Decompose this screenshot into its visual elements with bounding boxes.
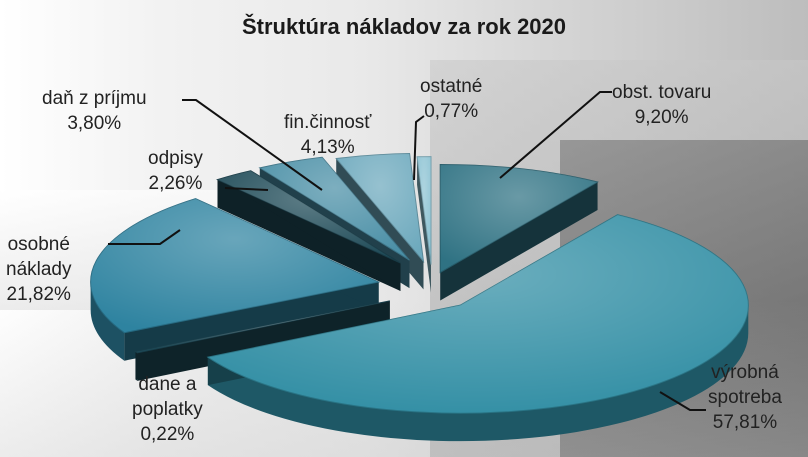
label-fin-cinnost: fin.činnosť 4,13% bbox=[284, 110, 371, 160]
label-name: ostatné bbox=[420, 76, 483, 97]
slice-wall bbox=[207, 305, 749, 442]
slice-highlight bbox=[217, 170, 401, 264]
slice-cut-face bbox=[417, 156, 431, 293]
label-name: odpisy bbox=[148, 148, 203, 169]
leader-line bbox=[182, 99, 323, 191]
label-vyrobna-spotreba: výrobná spotreba 57,81% bbox=[708, 360, 782, 435]
pie-top-faces bbox=[90, 153, 749, 414]
label-dane-a-poplatky: dane a poplatky 0,22% bbox=[132, 372, 203, 447]
slice-wall bbox=[90, 282, 125, 361]
label-value: 2,26% bbox=[148, 173, 203, 194]
label-ostatne: ostatné 0,77% bbox=[420, 74, 482, 124]
slice-highlight bbox=[440, 164, 598, 273]
leader-line bbox=[224, 187, 269, 191]
label-obst-tovaru: obst. tovaru 9,20% bbox=[612, 80, 711, 130]
label-value: 57,81% bbox=[712, 412, 778, 433]
chart-title: Štruktúra nákladov za rok 2020 bbox=[241, 14, 567, 39]
label-name: daň z príjmu bbox=[42, 88, 147, 109]
leader-lines bbox=[108, 91, 706, 411]
label-dan-z-prijmu: daň z príjmu 3,80% bbox=[42, 86, 147, 136]
leader-line bbox=[499, 91, 612, 179]
slice-highlight bbox=[259, 157, 410, 261]
label-value: 0,22% bbox=[140, 424, 195, 445]
leader-line bbox=[413, 115, 425, 181]
label-odpisy: odpisy 2,26% bbox=[148, 146, 203, 196]
label-name: spotreba bbox=[708, 387, 782, 408]
leader-line bbox=[659, 391, 706, 411]
slice-highlight bbox=[135, 300, 390, 353]
slice-cut-face bbox=[217, 179, 401, 292]
label-value: 3,80% bbox=[67, 113, 122, 134]
label-value: 9,20% bbox=[634, 107, 689, 128]
label-name: fin.činnosť bbox=[284, 112, 372, 133]
slice-highlight bbox=[207, 214, 749, 414]
slice-cut-face bbox=[440, 182, 598, 301]
slice-highlight bbox=[417, 156, 431, 265]
label-name: poplatky bbox=[132, 399, 203, 420]
label-name: obst. tovaru bbox=[612, 82, 712, 103]
label-name: náklady bbox=[6, 259, 72, 280]
label-value: 4,13% bbox=[300, 137, 355, 158]
label-osobne-naklady: osobné náklady 21,82% bbox=[6, 232, 72, 307]
label-name: dane a bbox=[138, 374, 197, 395]
leader-line bbox=[108, 229, 181, 245]
label-value: 0,77% bbox=[424, 101, 479, 122]
slice-highlight bbox=[336, 153, 424, 262]
label-name: osobné bbox=[7, 234, 70, 255]
label-name: výrobná bbox=[711, 362, 779, 383]
slice-highlight bbox=[90, 198, 379, 333]
slice-cut-face bbox=[135, 300, 390, 380]
label-value: 21,82% bbox=[6, 284, 71, 305]
